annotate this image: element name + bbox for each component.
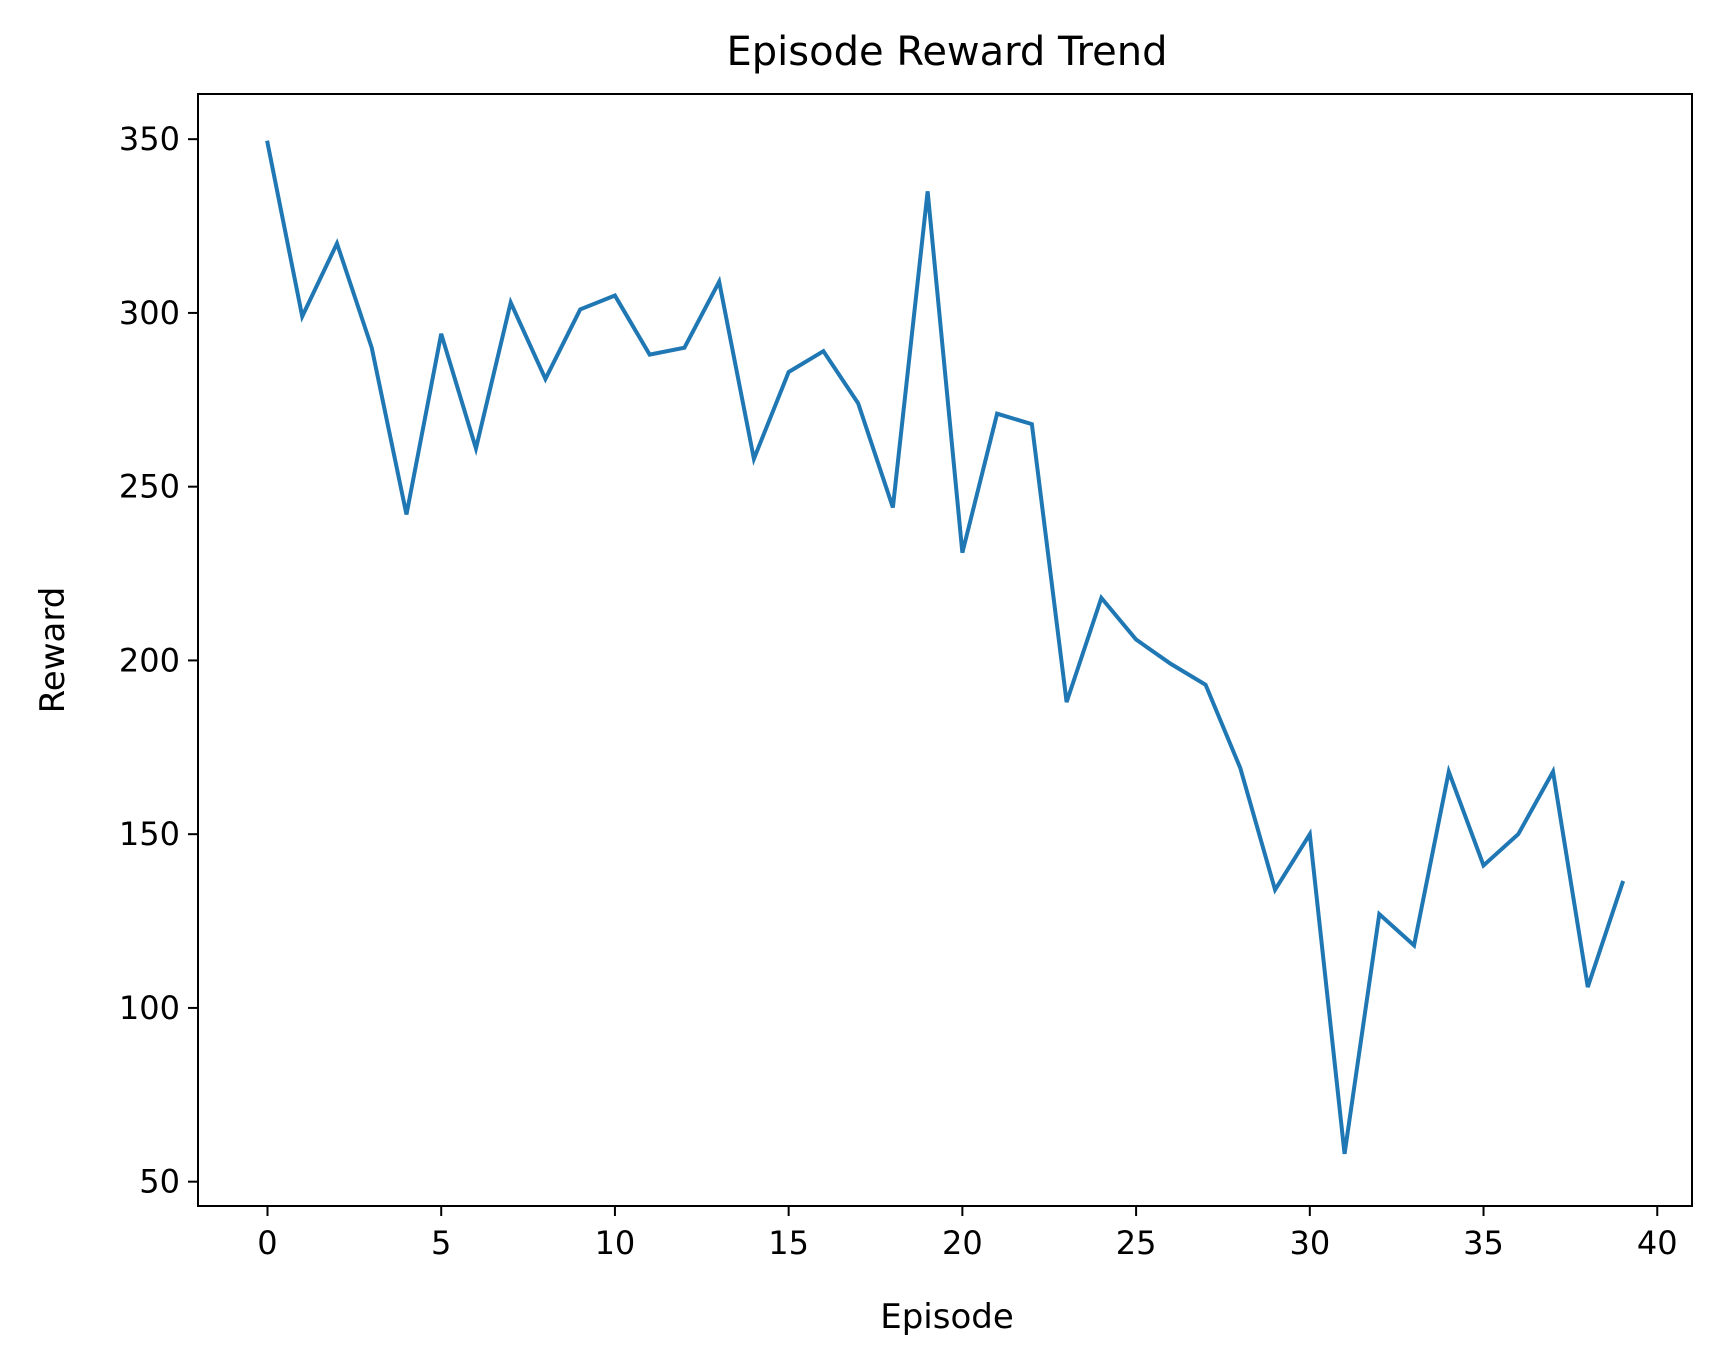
data-point: [1412, 943, 1416, 947]
data-point: [1030, 422, 1034, 426]
y-tick-label: 50: [139, 1163, 180, 1201]
data-point: [856, 401, 860, 405]
x-tick-label: 35: [1463, 1224, 1504, 1262]
x-tick-label: 0: [257, 1224, 277, 1262]
x-tick-label: 20: [942, 1224, 983, 1262]
data-point: [474, 446, 478, 450]
plot-area-frame: [197, 93, 1693, 1207]
x-tick-label: 40: [1637, 1224, 1678, 1262]
data-point: [1551, 770, 1555, 774]
data-point: [335, 241, 339, 245]
data-point: [509, 301, 513, 305]
x-tick-label: 25: [1116, 1224, 1157, 1262]
x-axis-label: Episode: [880, 1297, 1014, 1337]
data-point: [891, 506, 895, 510]
y-tick-label: 100: [119, 989, 180, 1027]
data-point: [995, 412, 999, 416]
data-point: [439, 332, 443, 336]
data-point: [1343, 1152, 1347, 1156]
data-point: [1273, 888, 1277, 892]
y-tick-label: 300: [119, 294, 180, 332]
data-point: [543, 377, 547, 381]
data-point: [1586, 985, 1590, 989]
y-axis-label: Reward: [33, 587, 73, 714]
chart-title: Episode Reward Trend: [727, 29, 1168, 75]
data-point: [1204, 683, 1208, 687]
x-tick-label: 10: [595, 1224, 636, 1262]
data-point: [1516, 832, 1520, 836]
data-point: [370, 346, 374, 350]
y-axis: 50 100 150 200 250 300 350: [119, 120, 198, 1201]
y-tick-label: 250: [119, 468, 180, 506]
data-point: [717, 280, 721, 284]
data-point: [265, 141, 269, 145]
series-layer: [265, 140, 1626, 1156]
data-point: [613, 294, 617, 298]
x-tick-label: 5: [431, 1224, 451, 1262]
data-point: [752, 457, 756, 461]
y-tick-label: 200: [119, 641, 180, 679]
data-point: [960, 551, 964, 555]
data-point: [1308, 832, 1312, 836]
x-axis: 0 5 10 15 20 25 30 35 40: [257, 1206, 1678, 1262]
data-point: [1099, 596, 1103, 600]
data-point: [300, 314, 304, 318]
data-point: [821, 349, 825, 353]
y-tick-label: 150: [119, 815, 180, 853]
data-point: [1238, 766, 1242, 770]
data-point: [1134, 638, 1138, 642]
data-point: [1065, 700, 1069, 704]
data-point: [1377, 912, 1381, 916]
data-point: [1621, 881, 1625, 885]
data-point: [404, 512, 408, 516]
series-line: [265, 140, 1626, 1155]
y-tick-label: 350: [119, 120, 180, 158]
data-point: [1482, 863, 1486, 867]
x-tick-label: 30: [1289, 1224, 1330, 1262]
data-point: [787, 370, 791, 374]
data-point: [648, 353, 652, 357]
data-point: [578, 307, 582, 311]
data-point: [1169, 662, 1173, 666]
data-point: [1447, 770, 1451, 774]
data-point: [682, 346, 686, 350]
x-tick-label: 15: [768, 1224, 809, 1262]
data-point: [926, 189, 930, 193]
